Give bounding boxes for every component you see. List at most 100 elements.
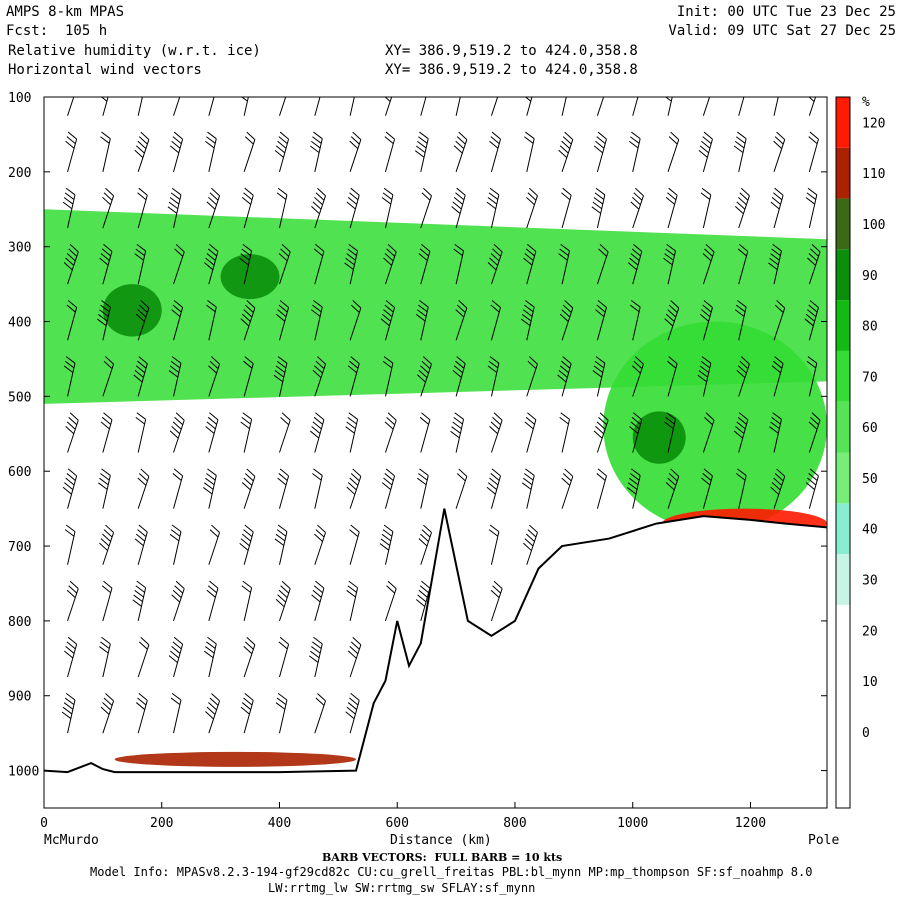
colorbar-bin (836, 249, 850, 301)
wind-barb (523, 524, 538, 565)
wind-barb (595, 300, 607, 341)
wind-barb (64, 524, 76, 565)
wind-barb (769, 412, 782, 453)
wind-barb (383, 244, 397, 285)
wind-barb (63, 356, 76, 397)
wind-barb (417, 468, 429, 509)
wind-barb (205, 412, 219, 453)
wind-barb (665, 187, 678, 229)
wind-barb (521, 468, 535, 509)
wind-barb (137, 468, 150, 509)
wind-barb (593, 131, 607, 172)
wind-barb (632, 97, 639, 116)
x-tick-label: 800 (503, 816, 526, 831)
wind-barb (274, 524, 288, 565)
wind-barb (417, 356, 432, 397)
wind-barb (308, 636, 323, 678)
wind-barb (384, 412, 397, 453)
wind-barb (311, 187, 327, 229)
wind-barb (733, 131, 747, 172)
wind-barb (102, 356, 115, 397)
wind-barb (667, 131, 680, 172)
xy-range-2: XY= 386.9,519.2 to 424.0,358.8 (385, 62, 638, 78)
colorbar-tick-label: 40 (862, 523, 878, 538)
plot-frame (43, 96, 828, 809)
wind-barb (98, 468, 111, 509)
wind-barb (206, 187, 221, 229)
colorbar-bin (836, 503, 850, 555)
wind-barb (241, 187, 254, 229)
colorbar-bin (836, 300, 850, 351)
wind-barb (311, 580, 325, 622)
wind-barb (807, 244, 821, 285)
wind-barb (664, 412, 676, 453)
wind-barb (453, 243, 465, 285)
wind-barb (344, 243, 359, 285)
wind-barb (63, 244, 79, 285)
wind-barb (243, 131, 256, 172)
wind-barb (738, 97, 745, 116)
wind-barb (206, 580, 219, 622)
wind-barb (66, 300, 78, 341)
wind-barb (381, 468, 396, 509)
wind-barb (99, 524, 115, 565)
wind-barb (415, 580, 431, 622)
wind-barb (208, 97, 215, 116)
wind-barb (171, 300, 184, 341)
wind-barb (66, 580, 79, 622)
wind-barb (561, 468, 574, 509)
colorbar-bin (836, 401, 850, 453)
wind-barb (520, 300, 535, 341)
wind-barb (345, 412, 359, 453)
wind-barb (698, 131, 713, 172)
wind-barb (169, 524, 182, 565)
wind-barb (736, 356, 750, 397)
wind-barb (101, 580, 113, 622)
wind-barb (132, 580, 147, 622)
colorbar-bin (836, 350, 850, 402)
wind-barb (523, 243, 537, 285)
wind-barb (490, 580, 503, 622)
wind-barb (702, 97, 711, 116)
wind-barb (664, 97, 673, 116)
wind-barb (450, 412, 465, 453)
model-info: Model Info: MPASv8.2.3-194-gf29cd82c CU:… (90, 865, 813, 879)
colorbar-tick-label: 30 (862, 573, 878, 588)
wind-barb (626, 468, 641, 509)
wind-barb (168, 356, 182, 397)
wind-barb (592, 356, 606, 397)
wind-barb (490, 97, 499, 116)
wind-barb (808, 412, 821, 453)
x-tick-label: 1000 (617, 816, 648, 831)
wind-barb (349, 300, 362, 341)
wind-barb (67, 97, 75, 116)
wind-barb (99, 243, 113, 285)
wind-barb (346, 580, 359, 622)
wind-barb (314, 524, 327, 565)
rh-region (114, 751, 357, 767)
wind-barb (97, 300, 111, 341)
wind-barb (243, 636, 256, 678)
wind-barb (167, 187, 182, 229)
wind-barb (808, 131, 819, 172)
wind-barb (312, 356, 327, 397)
wind-barb (526, 187, 538, 229)
wind-barb (276, 187, 288, 229)
wind-barb (275, 692, 288, 734)
x-tick-label: 1200 (735, 816, 766, 831)
wind-barb (349, 524, 360, 565)
x-tick-label: 600 (385, 816, 408, 831)
colorbar-tick-label: 0 (862, 726, 870, 741)
wind-barb (278, 636, 290, 678)
wind-barb (735, 468, 747, 509)
wind-barb (558, 243, 571, 285)
wind-barb (275, 580, 291, 622)
xy-range-1: XY= 386.9,519.2 to 424.0,358.8 (385, 43, 638, 59)
wind-barb (61, 692, 76, 734)
wind-barb (805, 468, 819, 509)
wind-barb (135, 692, 148, 734)
wind-barb (137, 636, 150, 678)
wind-barb (629, 412, 643, 453)
wind-barb (771, 356, 784, 397)
wind-barb (487, 356, 500, 397)
